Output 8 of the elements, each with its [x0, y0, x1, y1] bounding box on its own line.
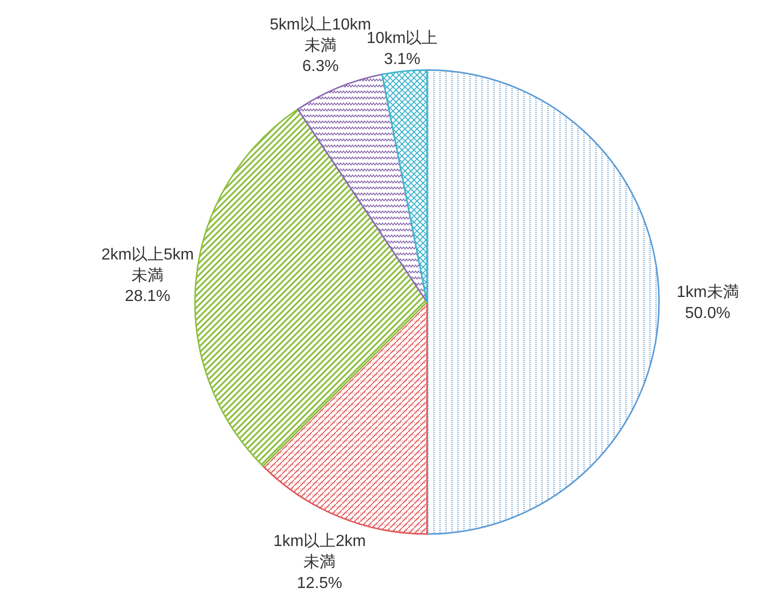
slice-label: 1km未満: [676, 283, 739, 302]
data-label: 12.5%: [296, 574, 342, 592]
data-label: 28.1%: [124, 288, 170, 306]
data-label: 3.1%: [384, 51, 420, 68]
data-label: 50.0%: [685, 305, 730, 322]
data-label: 6.3%: [302, 58, 339, 76]
slice-label: 2km以上5km未満: [101, 246, 194, 284]
slice-label: 1km以上2km未満: [273, 532, 366, 571]
